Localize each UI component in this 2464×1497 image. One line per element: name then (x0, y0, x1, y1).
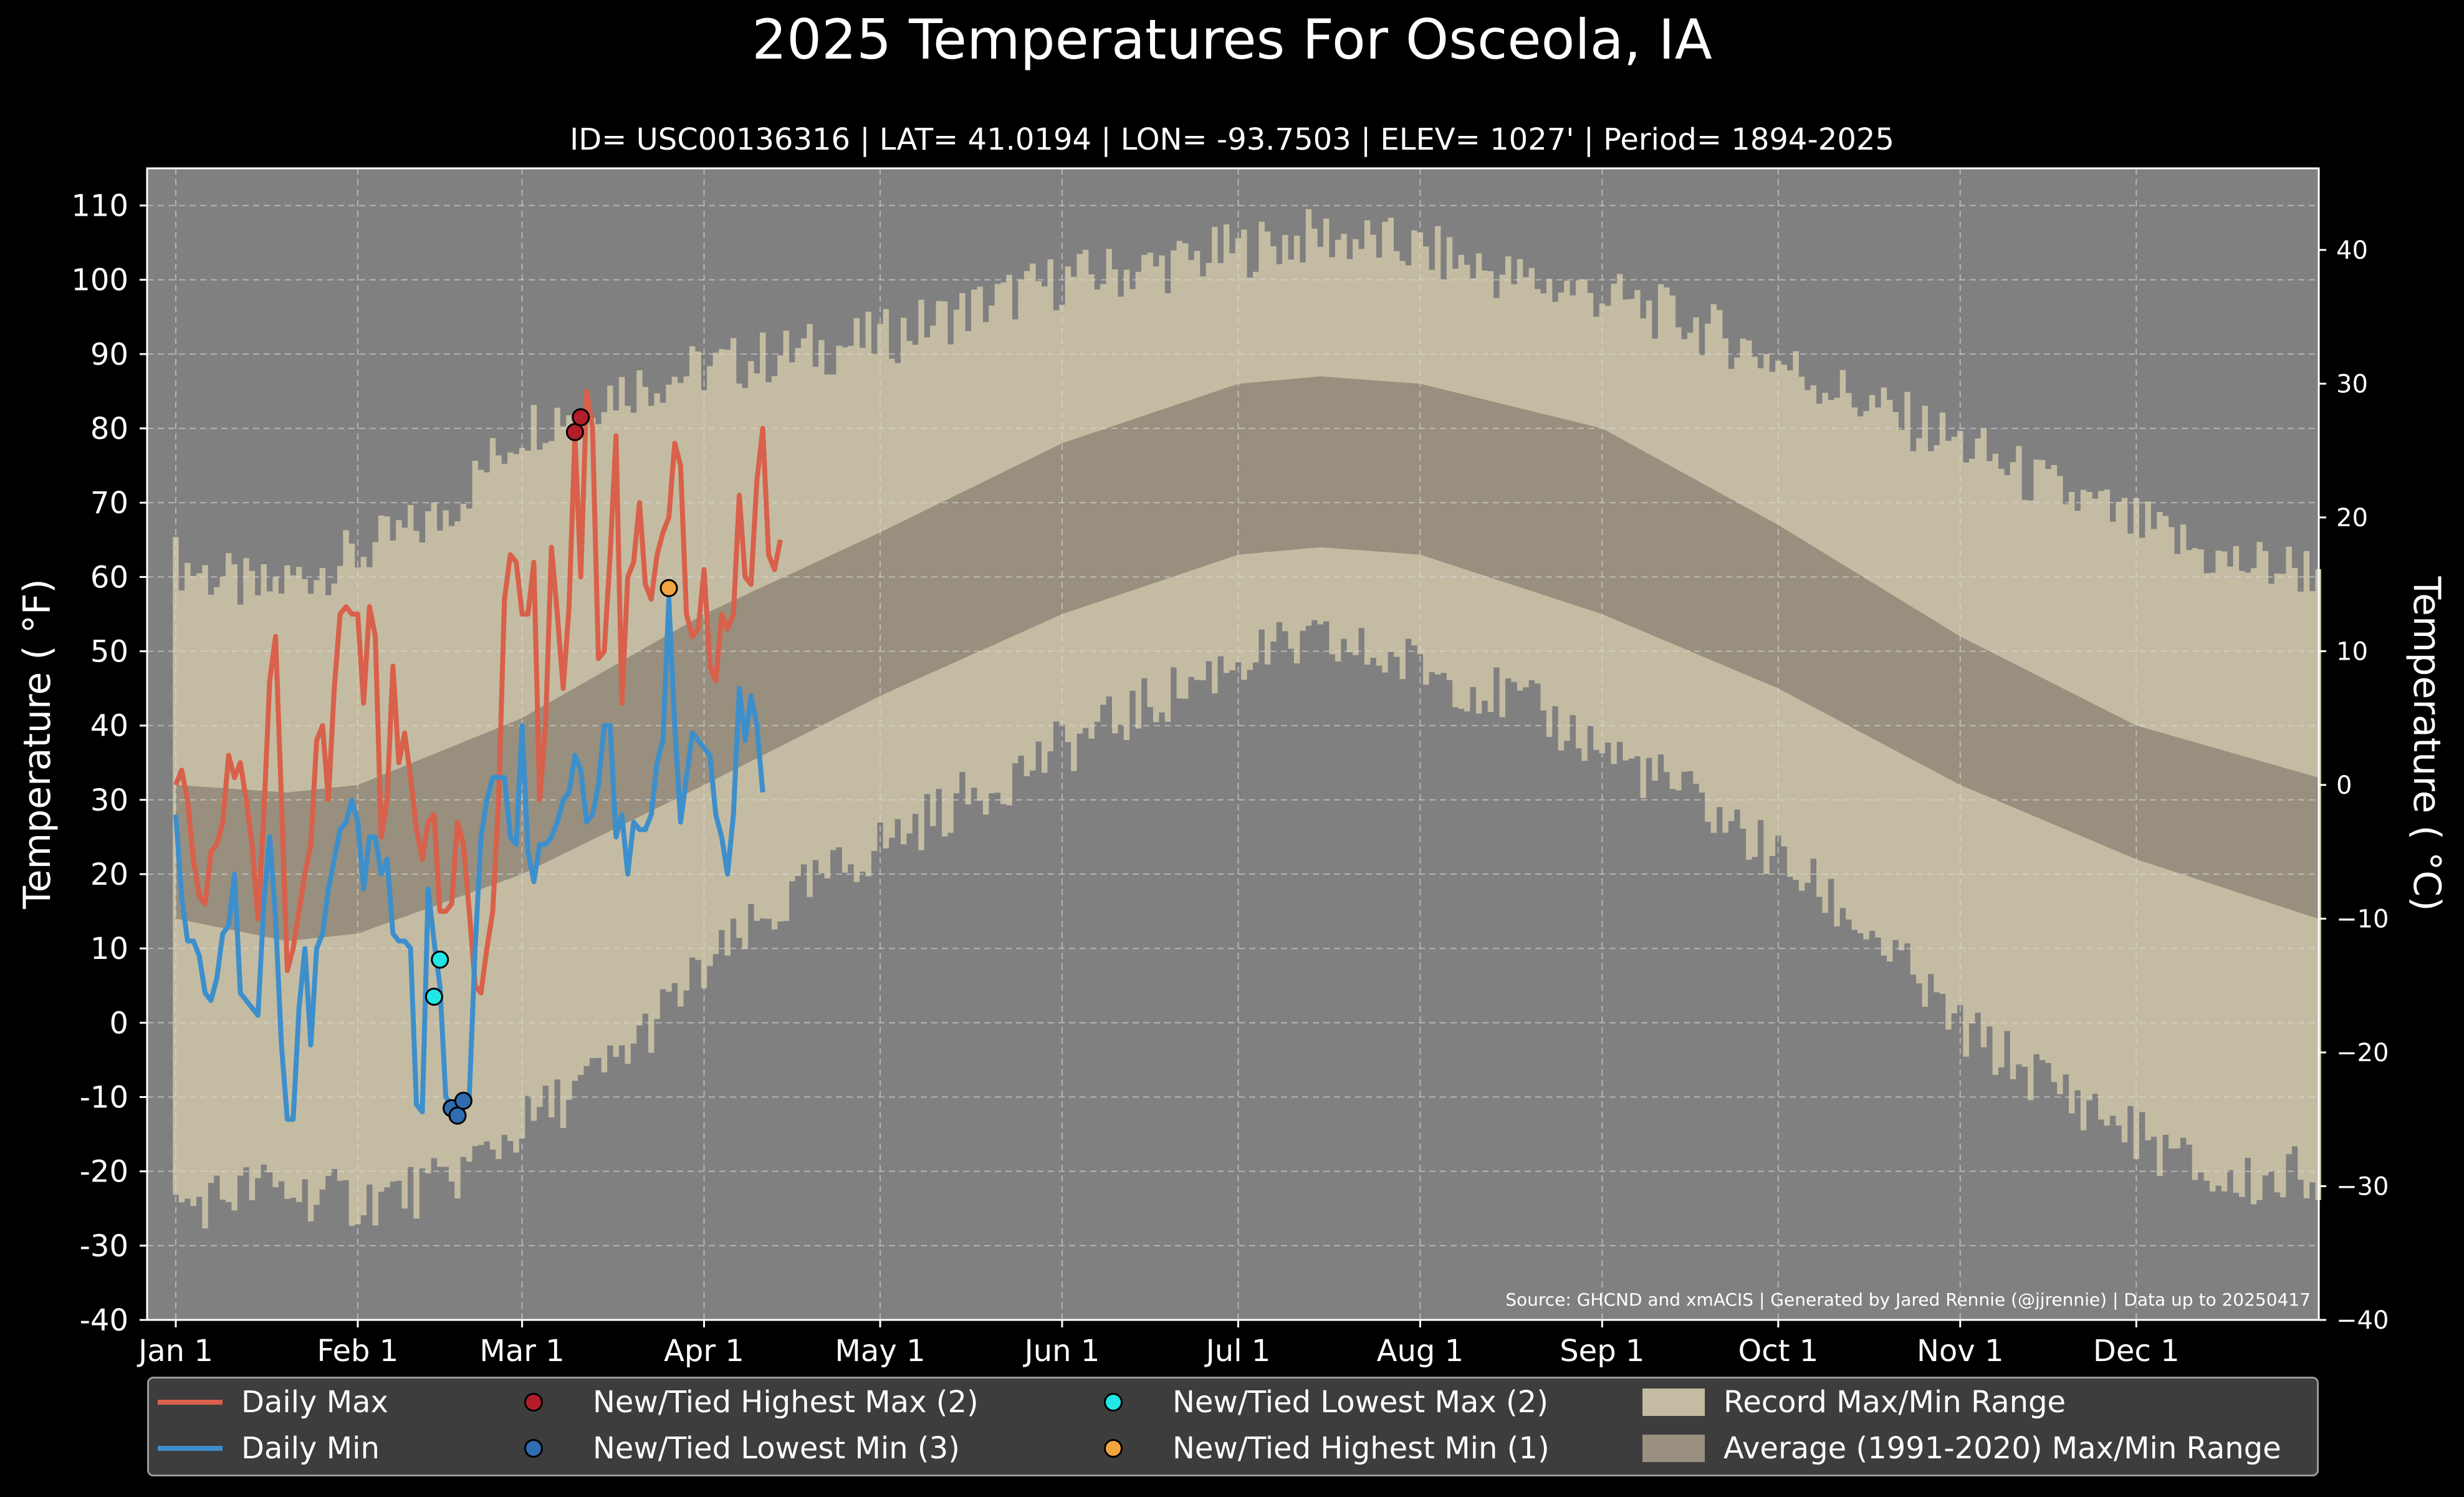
legend-daily-min: Daily Min (158, 1431, 380, 1466)
y-tick-label: 100 (71, 263, 128, 298)
x-axis: Jan 1 Feb 1 Mar 1 Apr 1 May 1 Jun 1 Jul 1 Aug 1… (137, 1320, 2180, 1369)
y-tick-label: -30 (80, 1229, 128, 1264)
x-tick-label: Oct 1 (1738, 1334, 1818, 1369)
legend-daily-max-label: Daily Max (241, 1385, 388, 1420)
legend-lowest-max-label: New/Tied Lowest Max (2) (1172, 1385, 1548, 1420)
legend-highest-min: New/Tied Highest Min (1) (1090, 1431, 1550, 1466)
x-tick-label: Nov 1 (1917, 1334, 2003, 1369)
y-right-tick-label: 10 (2336, 637, 2368, 666)
x-tick-label: Jan 1 (137, 1334, 213, 1369)
plot-frame (146, 167, 2320, 1321)
y-right-tick-label: −20 (2336, 1039, 2389, 1067)
y-tick-label: 50 (90, 635, 128, 670)
x-tick-label: Jul 1 (1204, 1334, 1271, 1369)
daily-min-swatch (158, 1446, 223, 1451)
y-tick-label: 0 (109, 1006, 128, 1041)
lowest-min-point-2 (454, 1091, 472, 1110)
legend-highest-max: New/Tied Highest Max (2) (511, 1385, 979, 1420)
lowest-min-point-1 (448, 1106, 467, 1125)
y-tick-label: 10 (90, 931, 128, 966)
y-right-tick-label: 40 (2336, 236, 2368, 265)
highest-max-point-0 (565, 423, 584, 441)
y-axis-label-left: Temperature ( °F) (16, 579, 59, 909)
y-right-tick-label: −30 (2336, 1172, 2389, 1201)
y-tick-label: 80 (90, 412, 128, 446)
record-points (424, 408, 678, 1125)
lowest-max-point-1 (431, 950, 449, 969)
legend-daily-max: Daily Max (158, 1385, 388, 1420)
y-tick-label: 40 (90, 709, 128, 744)
x-tick-label: Jun 1 (1023, 1334, 1100, 1369)
x-tick-label: May 1 (835, 1334, 926, 1369)
y-tick-label: -40 (80, 1303, 128, 1338)
y-right-tick-label: 0 (2336, 771, 2352, 800)
x-tick-label: Apr 1 (664, 1334, 744, 1369)
legend-lowest-max: New/Tied Lowest Max (2) (1090, 1385, 1548, 1420)
highest-max-marker (524, 1393, 543, 1412)
x-tick-label: Dec 1 (2093, 1334, 2180, 1369)
y-tick-label: 70 (90, 486, 128, 521)
source-note: Source: GHCND and xmACIS | Generated by … (1505, 1289, 2311, 1310)
highest-max-point-1 (572, 408, 590, 426)
legend-average-range: Average (1991-2020) Max/Min Range (1642, 1431, 2281, 1466)
legend-highest-max-label: New/Tied Highest Max (2) (593, 1385, 979, 1420)
y-right-tick-label: −40 (2336, 1306, 2389, 1335)
grid-lines (147, 168, 2319, 1321)
lowest-max-point-0 (424, 988, 443, 1006)
y-right-tick-label: 30 (2336, 370, 2368, 398)
legend-record-range-label: Record Max/Min Range (1723, 1385, 2066, 1420)
record-range-swatch (1642, 1389, 1705, 1416)
daily-max-swatch (158, 1400, 223, 1405)
y-tick-label: 30 (90, 783, 128, 818)
y-tick-label: 90 (90, 337, 128, 372)
legend-lowest-min: New/Tied Lowest Min (3) (511, 1431, 960, 1466)
y-tick-label: 110 (71, 189, 128, 224)
y-axis-label-right: Temperature ( °C) (2405, 576, 2448, 912)
lowest-max-marker (1104, 1393, 1123, 1412)
legend-record-range: Record Max/Min Range (1642, 1385, 2066, 1420)
lowest-min-marker (524, 1439, 543, 1458)
chart-title: 2025 Temperatures For Osceola, IA (752, 7, 1712, 72)
y-tick-label: 60 (90, 560, 128, 595)
x-tick-label: Feb 1 (317, 1334, 399, 1369)
legend-daily-min-label: Daily Min (241, 1431, 380, 1466)
highest-min-point-0 (659, 579, 678, 597)
y-tick-label: -20 (80, 1155, 128, 1190)
y-axis-right: 40 30 20 10 0 −10 −20 −30 −40 (2319, 236, 2389, 1335)
x-tick-label: Aug 1 (1377, 1334, 1464, 1369)
y-right-tick-label: 20 (2336, 504, 2368, 532)
daily-max-line (173, 388, 783, 996)
legend-average-range-label: Average (1991-2020) Max/Min Range (1723, 1431, 2281, 1466)
record-range-band (173, 209, 2321, 1229)
x-tick-label: Mar 1 (479, 1334, 564, 1369)
y-tick-label: 20 (90, 857, 128, 892)
legend-lowest-min-label: New/Tied Lowest Min (3) (593, 1431, 960, 1466)
y-tick-label: -10 (80, 1081, 128, 1115)
legend: Daily Max Daily Min New/Tied Highest Max… (147, 1377, 2319, 1476)
highest-min-marker (1104, 1439, 1123, 1458)
average-range-swatch (1642, 1435, 1705, 1462)
legend-highest-min-label: New/Tied Highest Min (1) (1172, 1431, 1550, 1466)
y-right-tick-label: −10 (2336, 905, 2389, 933)
chart-subtitle: ID= USC00136316 | LAT= 41.0194 | LON= -9… (570, 122, 1894, 157)
x-tick-label: Sep 1 (1560, 1334, 1644, 1369)
